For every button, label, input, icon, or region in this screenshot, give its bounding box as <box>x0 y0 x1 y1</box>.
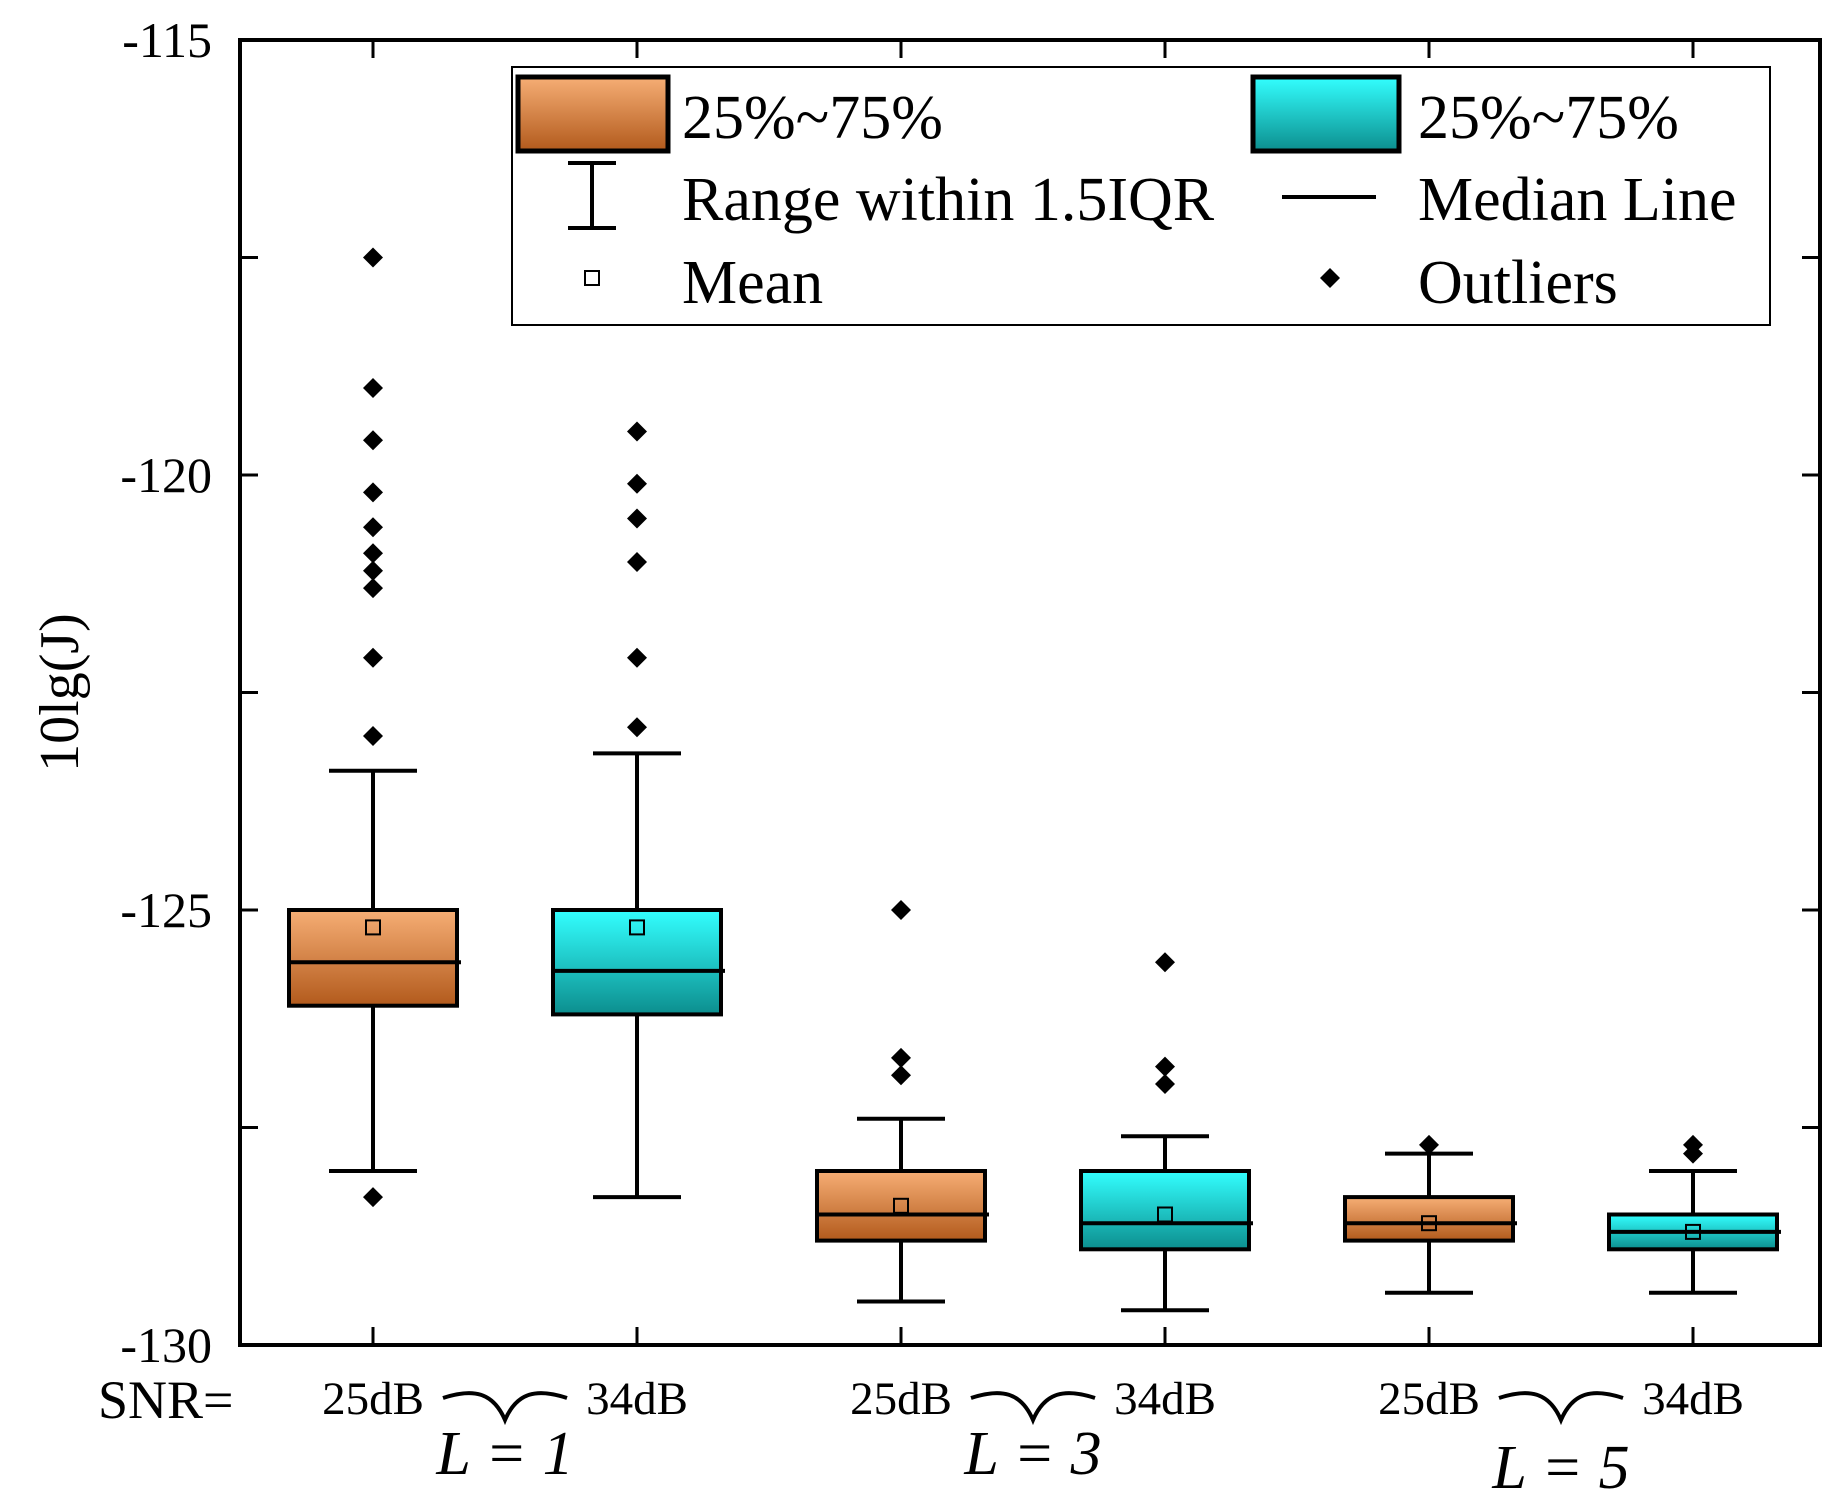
group-label: L = 1 <box>435 1420 573 1488</box>
outlier-point <box>1155 1074 1175 1094</box>
box-iqr <box>551 908 723 1017</box>
outlier-point <box>363 726 383 746</box>
group-label: L = 5 <box>1491 1434 1629 1499</box>
outlier-point <box>363 647 383 668</box>
mean-marker <box>1421 1215 1437 1232</box>
box-iqr <box>287 908 459 1008</box>
mean-marker <box>365 919 381 936</box>
outlier-point <box>1155 952 1175 973</box>
outlier-point <box>627 473 647 494</box>
box-0-group <box>287 247 461 1208</box>
outlier-point <box>627 647 647 668</box>
legend-label: 25%~75% <box>682 84 943 152</box>
legend-mean-marker <box>584 270 600 286</box>
box-5-group <box>1607 1134 1781 1295</box>
snr-label-right: 34dB <box>1642 1373 1744 1425</box>
mean-marker <box>1157 1206 1173 1223</box>
outlier-point <box>1419 1134 1439 1155</box>
outlier-point <box>1683 1143 1703 1164</box>
plot-area <box>287 247 1781 1313</box>
legend-label: 25%~75% <box>1418 84 1679 152</box>
outlier-point <box>891 1047 911 1068</box>
outlier-point <box>627 552 647 572</box>
box-iqr <box>1343 1195 1515 1243</box>
outlier-point <box>363 517 383 538</box>
x-prefix-label: SNR= <box>98 1370 234 1430</box>
outlier-point <box>1155 1056 1175 1077</box>
outlier-point <box>363 482 383 503</box>
box-iqr <box>1079 1169 1251 1252</box>
outlier-point <box>363 378 383 398</box>
snr-label-right: 34dB <box>1114 1373 1216 1425</box>
snr-label-left: 25dB <box>1378 1373 1480 1425</box>
legend: 25%~75% 25%~75% Range within 1.5IQR Median … <box>511 66 1771 326</box>
snr-label-right: 34dB <box>586 1373 688 1425</box>
legend-label: Median Line <box>1418 166 1737 234</box>
outlier-point <box>363 578 383 599</box>
mean-marker <box>1685 1223 1701 1240</box>
y-tick-label: -125 <box>120 882 212 938</box>
y-tick-label: -120 <box>120 447 212 503</box>
outlier-point <box>363 560 383 581</box>
y-axis-title: 10lg(J) <box>29 613 91 772</box>
group-brace <box>1498 1391 1624 1426</box>
axes: -115 -120 -125 -130 10lg(J) <box>29 12 1822 1373</box>
snr-label-left: 25dB <box>322 1373 424 1425</box>
outlier-point <box>363 543 383 564</box>
mean-marker <box>629 919 645 936</box>
mean-marker <box>893 1197 909 1214</box>
outlier-point <box>627 421 647 442</box>
legend-label: Range within 1.5IQR <box>682 166 1215 234</box>
outlier-point <box>891 900 911 920</box>
snr-label-left: 25dB <box>850 1373 952 1425</box>
group-brace <box>442 1391 568 1426</box>
box-1-group <box>551 421 725 1200</box>
legend-outlier-marker <box>1320 268 1340 288</box>
box-2-group <box>815 900 989 1304</box>
group-brace <box>970 1391 1096 1426</box>
group-label: L = 3 <box>963 1420 1101 1488</box>
outlier-point <box>627 717 647 738</box>
legend-label: Outliers <box>1418 249 1618 317</box>
outlier-point <box>627 508 647 529</box>
box-4-group <box>1343 1134 1517 1295</box>
legend-label: Mean <box>682 249 823 317</box>
y-tick-label: -130 <box>120 1317 212 1373</box>
outlier-point <box>363 1187 383 1208</box>
box-3-group <box>1079 952 1253 1313</box>
outlier-point <box>891 1065 911 1086</box>
outlier-point <box>363 430 383 451</box>
y-tick-label: -115 <box>122 12 212 68</box>
box-iqr <box>815 1169 987 1243</box>
outlier-point <box>363 247 383 268</box>
legend-swatch-25db <box>515 74 671 154</box>
legend-swatch-34db <box>1250 74 1402 154</box>
legend-box <box>511 66 1771 326</box>
